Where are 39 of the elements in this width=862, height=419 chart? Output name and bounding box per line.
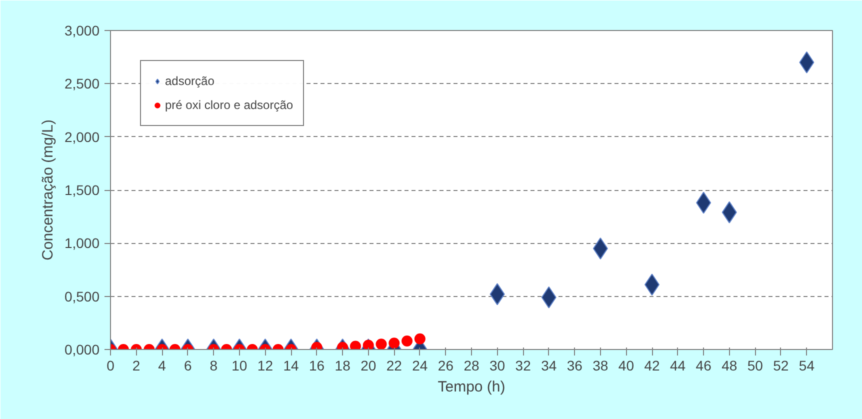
y-tick-label: 3,000 [64,22,100,38]
x-tick-label: 50 [747,358,764,374]
x-tick-label: 6 [184,358,192,374]
x-tick-label: 54 [798,358,815,374]
x-tick-label: 10 [232,358,248,374]
x-axis-title: Tempo (h) [438,378,506,396]
y-tick-label: 0,000 [64,342,100,358]
x-tick-label: 4 [158,358,166,374]
x-tick-label: 32 [515,358,532,374]
x-tick-label: 20 [360,358,376,374]
x-tick-label: 8 [210,358,218,374]
x-tick-label: 30 [490,358,506,374]
x-tick-label: 0 [106,358,115,374]
x-tick-label: 42 [644,358,660,374]
x-tick-label: 16 [309,358,325,374]
x-tick-label: 26 [438,358,454,374]
x-tick-label: 34 [541,358,557,374]
y-tick-label: 1,000 [64,235,100,252]
y-tick-label: 2,000 [64,128,100,145]
x-tick-label: 38 [592,358,608,374]
y-axis-title: Concentração (mg/L) [39,120,56,260]
x-tick-label: 48 [722,358,738,374]
x-tick-label: 18 [334,358,351,374]
x-tick-label: 52 [773,358,789,374]
y-tick-label: 2,500 [64,76,100,92]
x-tick-label: 40 [618,358,634,374]
y-tick-label: 0,500 [64,288,100,304]
y-tick-label: 1,500 [64,182,100,198]
x-tick-label: 46 [696,358,712,374]
x-tick-label: 24 [412,358,428,374]
legend-label: adsorção [165,74,214,88]
x-tick-label: 14 [283,358,299,374]
x-tick-label: 22 [386,358,402,374]
legend-label: pré oxi cloro e adsorção [165,98,294,112]
x-tick-label: 28 [464,358,480,374]
x-tick-label: 44 [670,358,686,374]
x-tick-label: 12 [257,358,274,374]
x-tick-label: 36 [566,358,583,374]
x-tick-label: 2 [132,358,140,374]
